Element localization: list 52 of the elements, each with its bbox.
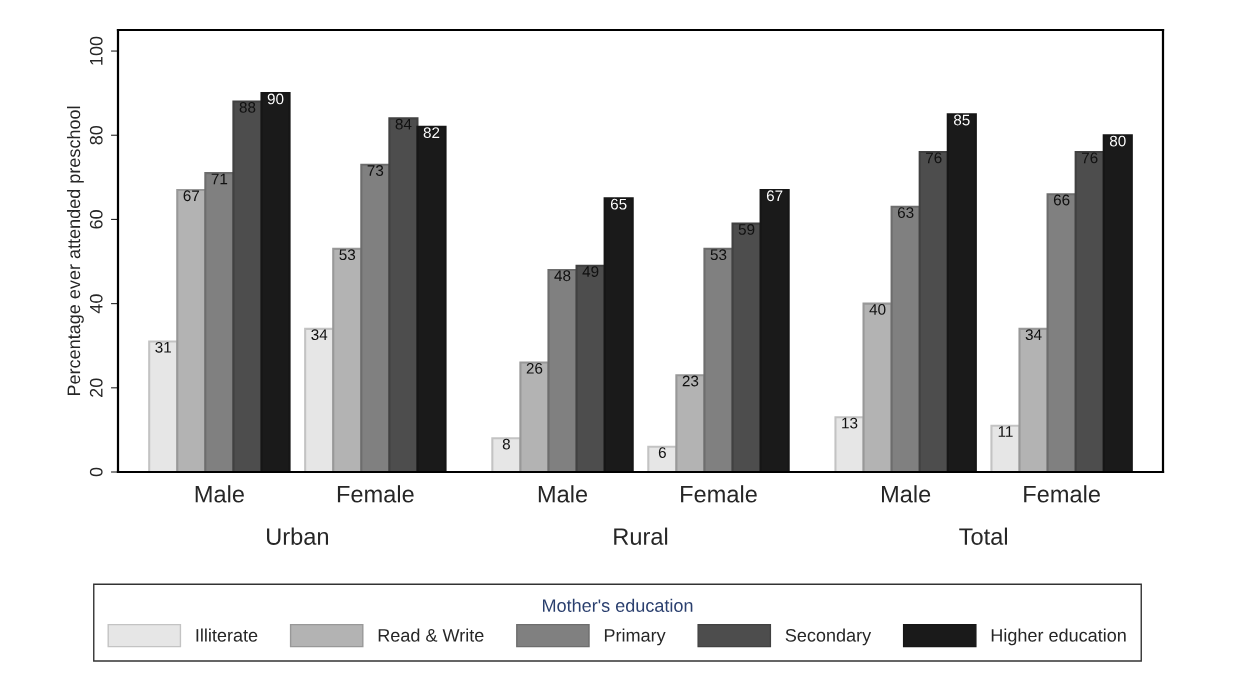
data-label: 8 xyxy=(502,438,510,450)
data-label: 53 xyxy=(339,249,356,261)
y-tick-label: 40 xyxy=(89,294,103,314)
y-tick-label: 60 xyxy=(89,210,103,229)
x-tick-label: Female xyxy=(1024,485,1100,503)
legend-label: Higher education xyxy=(991,628,1126,646)
data-label: 26 xyxy=(526,362,543,374)
data-label: 90 xyxy=(267,93,284,105)
data-label: 82 xyxy=(423,127,440,139)
data-label: 11 xyxy=(998,426,1013,437)
data-label: 48 xyxy=(554,270,571,282)
data-label: 59 xyxy=(738,224,755,235)
text: Rural xyxy=(614,527,668,545)
y-tick-label: 80 xyxy=(89,125,103,145)
data-label: 31 xyxy=(155,341,171,353)
text: Urban xyxy=(267,527,328,545)
data-label: 80 xyxy=(1109,135,1126,147)
data-label: 40 xyxy=(869,304,886,315)
x-tick-label: Female xyxy=(681,485,757,503)
data-label: 49 xyxy=(582,266,599,277)
data-label: 88 xyxy=(239,101,256,113)
data-label: 13 xyxy=(842,417,858,429)
data-label: 23 xyxy=(682,375,699,387)
data-label: 73 xyxy=(367,165,384,176)
y-tick-label: 0 xyxy=(89,467,103,477)
data-label: 65 xyxy=(610,198,627,210)
x-tick-label: Male xyxy=(882,485,931,503)
legend-label: Read & Write xyxy=(378,628,484,642)
legend-title: Mother's education xyxy=(542,598,693,612)
legend-label: Primary xyxy=(604,628,666,646)
data-label: 85 xyxy=(953,114,970,126)
data-label: 67 xyxy=(183,190,200,202)
data-label: 84 xyxy=(395,118,412,130)
data-label: 66 xyxy=(1053,194,1070,206)
data-label: 34 xyxy=(1025,329,1042,341)
y-tick-label: 20 xyxy=(89,378,103,397)
legend-label: Illiterate xyxy=(196,628,258,642)
y-tick-label: 100 xyxy=(89,36,103,65)
data-label: 53 xyxy=(710,249,727,261)
text: Total xyxy=(959,527,1007,545)
x-tick-label: Female xyxy=(337,485,414,503)
data-label: 71 xyxy=(211,173,228,185)
data-label: 6 xyxy=(658,447,666,458)
data-label: 63 xyxy=(897,207,914,219)
x-tick-label: Male xyxy=(195,485,244,503)
data-label: 76 xyxy=(926,152,942,164)
data-label: 67 xyxy=(766,190,783,202)
data-label: 34 xyxy=(311,329,328,341)
legend-label: Secondary xyxy=(785,628,872,646)
y-axis-title: Percentage ever attended preschool xyxy=(66,106,84,396)
x-tick-label: Male xyxy=(538,485,588,503)
data-label: 76 xyxy=(1081,152,1098,164)
